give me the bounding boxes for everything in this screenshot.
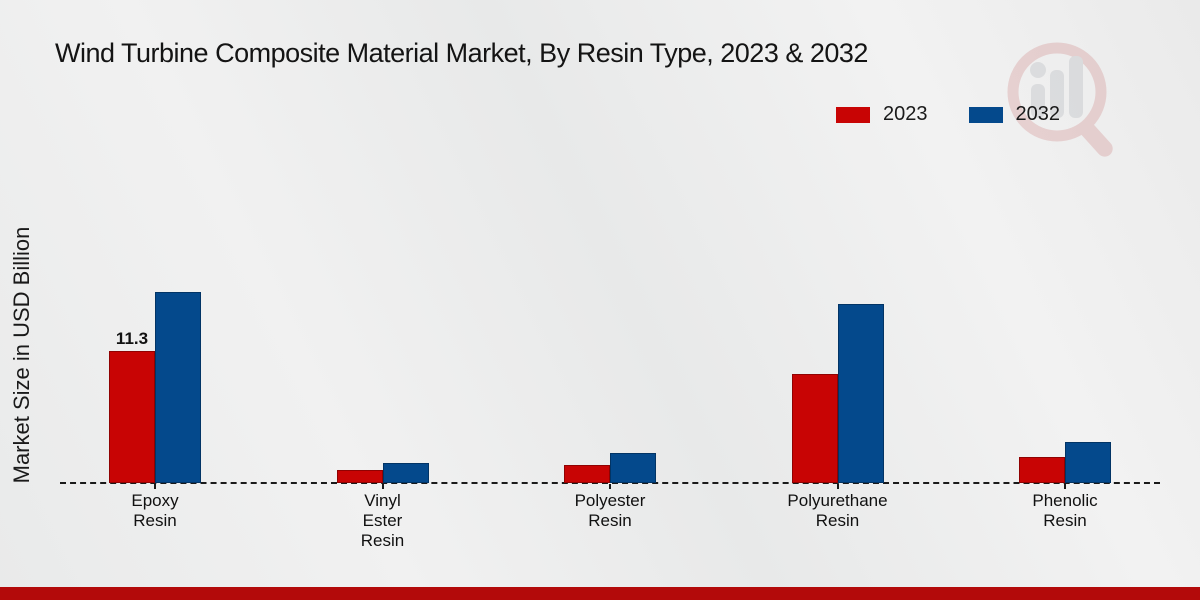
bar-2032-polyurethane-resin — [837, 304, 884, 483]
x-tick-label-polyurethane-resin: Polyurethane Resin — [787, 491, 888, 530]
x-axis-dashed-line — [60, 482, 1160, 484]
legend-swatch-2032 — [968, 106, 1003, 123]
bar-2023-epoxy-resin — [109, 351, 155, 483]
legend: 2023 2032 — [836, 103, 1088, 126]
bar-2023-polyester-resin — [564, 465, 610, 483]
bar-2032-epoxy-resin — [155, 292, 201, 483]
x-axis-tick — [1064, 484, 1066, 489]
legend-label-2023: 2023 — [883, 103, 928, 125]
bar-2032-phenolic-resin — [1065, 442, 1111, 483]
bar-2023-phenolic-resin — [1019, 457, 1065, 483]
bar-value-label: 11.3 — [115, 329, 149, 348]
x-tick-label-polyester-resin: Polyester Resin — [574, 491, 646, 530]
chart-title: Wind Turbine Composite Material Market, … — [55, 38, 868, 68]
x-axis-tick — [609, 484, 611, 489]
x-axis-tick — [154, 484, 156, 489]
legend-swatch-2023 — [836, 106, 870, 123]
bar-2023-polyurethane-resin — [791, 374, 838, 483]
x-tick-label-phenolic-resin: Phenolic Resin — [1032, 491, 1098, 530]
legend-label-2032: 2032 — [1015, 103, 1061, 125]
bar-2023-vinyl-ester-resin — [336, 470, 383, 483]
bar-2032-polyester-resin — [610, 453, 656, 483]
x-tick-label-epoxy-resin: Epoxy Resin — [131, 491, 179, 530]
footer-accent-bar — [0, 587, 1200, 600]
bar-2032-vinyl-ester-resin — [382, 463, 429, 483]
x-axis-tick — [381, 484, 384, 489]
x-axis-tick — [836, 484, 839, 489]
x-tick-label-vinyl-ester-resin: Vinyl Ester Resin — [360, 491, 405, 550]
